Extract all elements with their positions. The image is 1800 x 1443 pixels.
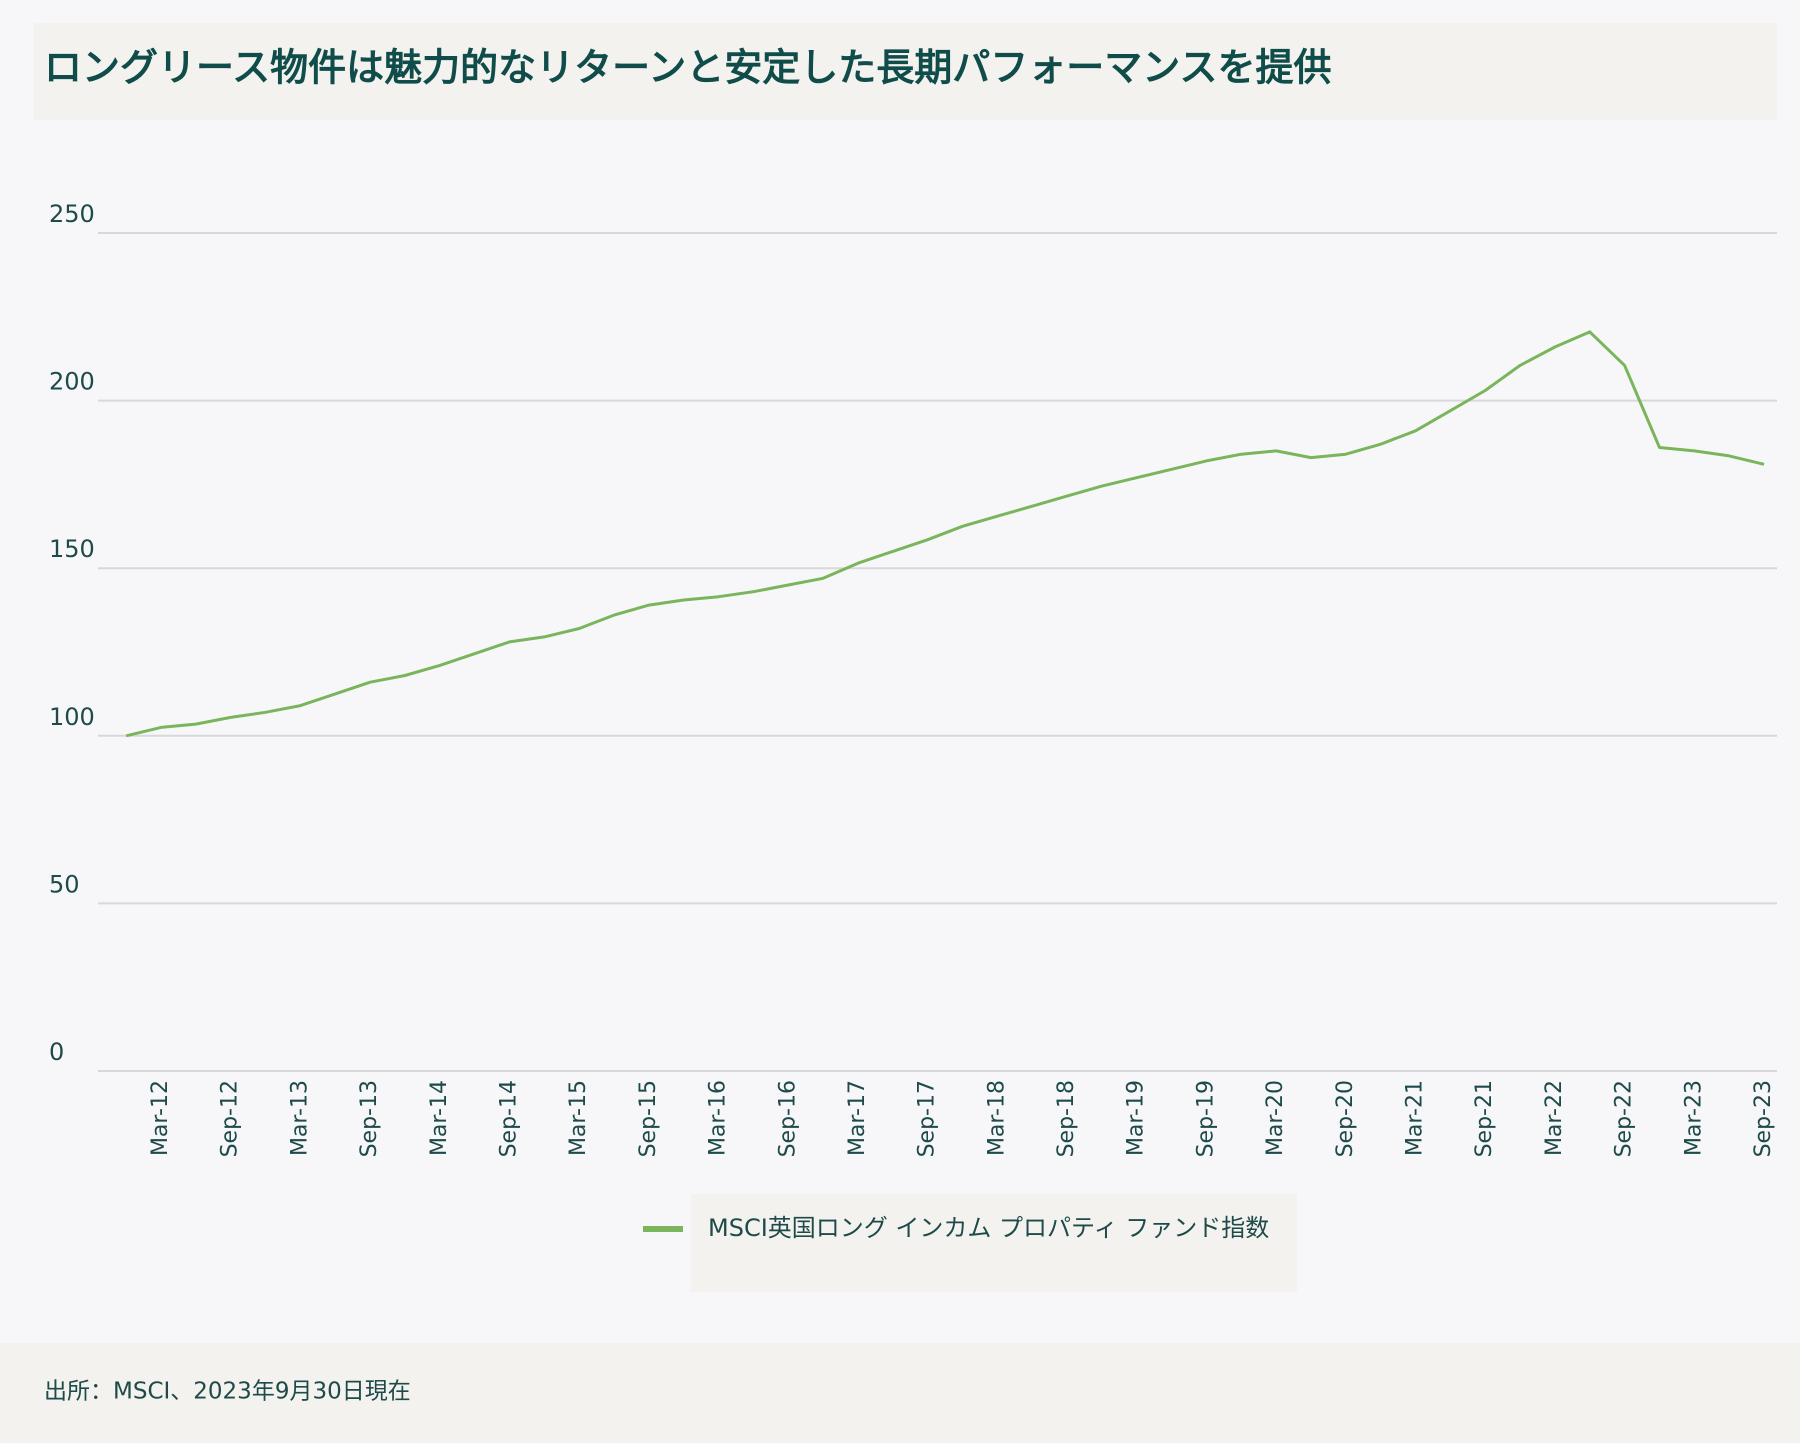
source-note: 出所：MSCI、2023年9月30日現在 xyxy=(44,1379,411,1405)
x-tick-label: Sep-12 xyxy=(218,1080,243,1157)
x-tick-label: Sep-19 xyxy=(1193,1080,1218,1157)
y-tick-label: 50 xyxy=(49,870,80,898)
x-tick-label: Sep-15 xyxy=(636,1080,661,1157)
y-tick-label: 100 xyxy=(49,703,95,731)
y-tick-label: 200 xyxy=(49,368,95,396)
x-tick-label: Mar-14 xyxy=(427,1080,452,1156)
x-tick-label: Mar-20 xyxy=(1263,1080,1288,1156)
x-tick-label: Mar-17 xyxy=(845,1080,870,1156)
title-band xyxy=(34,23,1777,120)
x-tick-label: Mar-21 xyxy=(1403,1080,1428,1156)
x-tick-label: Mar-13 xyxy=(287,1080,312,1156)
legend-box xyxy=(691,1194,1297,1292)
x-tick-label: Sep-21 xyxy=(1472,1080,1497,1157)
x-tick-label: Sep-22 xyxy=(1612,1080,1637,1157)
data-line xyxy=(125,330,1765,738)
x-tick-label: Mar-12 xyxy=(148,1080,173,1156)
y-tick-label: 150 xyxy=(49,535,95,563)
x-tick-label: Mar-19 xyxy=(1124,1080,1149,1156)
x-tick-label: Mar-23 xyxy=(1681,1080,1706,1156)
x-tick-label: Sep-17 xyxy=(915,1080,940,1157)
footer-band xyxy=(0,1343,1800,1443)
x-tick-label: Sep-18 xyxy=(1054,1080,1079,1157)
y-tick-label: 0 xyxy=(49,1038,64,1066)
x-tick-label: Mar-22 xyxy=(1542,1080,1567,1156)
x-tick-label: Mar-18 xyxy=(984,1080,1009,1156)
x-tick-label: Mar-15 xyxy=(566,1080,591,1156)
x-tick-label: Sep-14 xyxy=(496,1080,521,1157)
chart-title: ロングリース物件は魅力的なリターンと安定した長期パフォーマンスを提供 xyxy=(44,46,1331,90)
x-tick-label: Sep-13 xyxy=(357,1080,382,1157)
x-tick-label: Mar-16 xyxy=(706,1080,731,1156)
x-tick-label: Sep-16 xyxy=(775,1080,800,1157)
y-tick-label: 250 xyxy=(49,200,95,228)
legend-label: MSCI英国ロング インカム プロパティ ファンド指数 xyxy=(708,1214,1269,1242)
x-tick-label: Sep-23 xyxy=(1751,1080,1776,1157)
x-tick-label: Sep-20 xyxy=(1333,1080,1358,1157)
